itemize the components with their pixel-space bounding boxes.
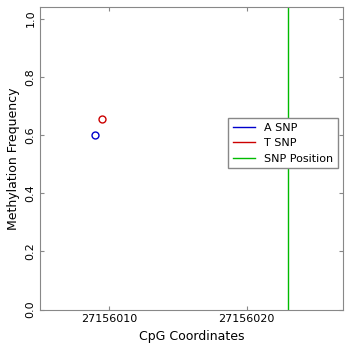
Legend: A SNP, T SNP, SNP Position: A SNP, T SNP, SNP Position — [228, 118, 337, 168]
Y-axis label: Methylation Frequency: Methylation Frequency — [7, 87, 20, 230]
X-axis label: CpG Coordinates: CpG Coordinates — [139, 330, 244, 343]
